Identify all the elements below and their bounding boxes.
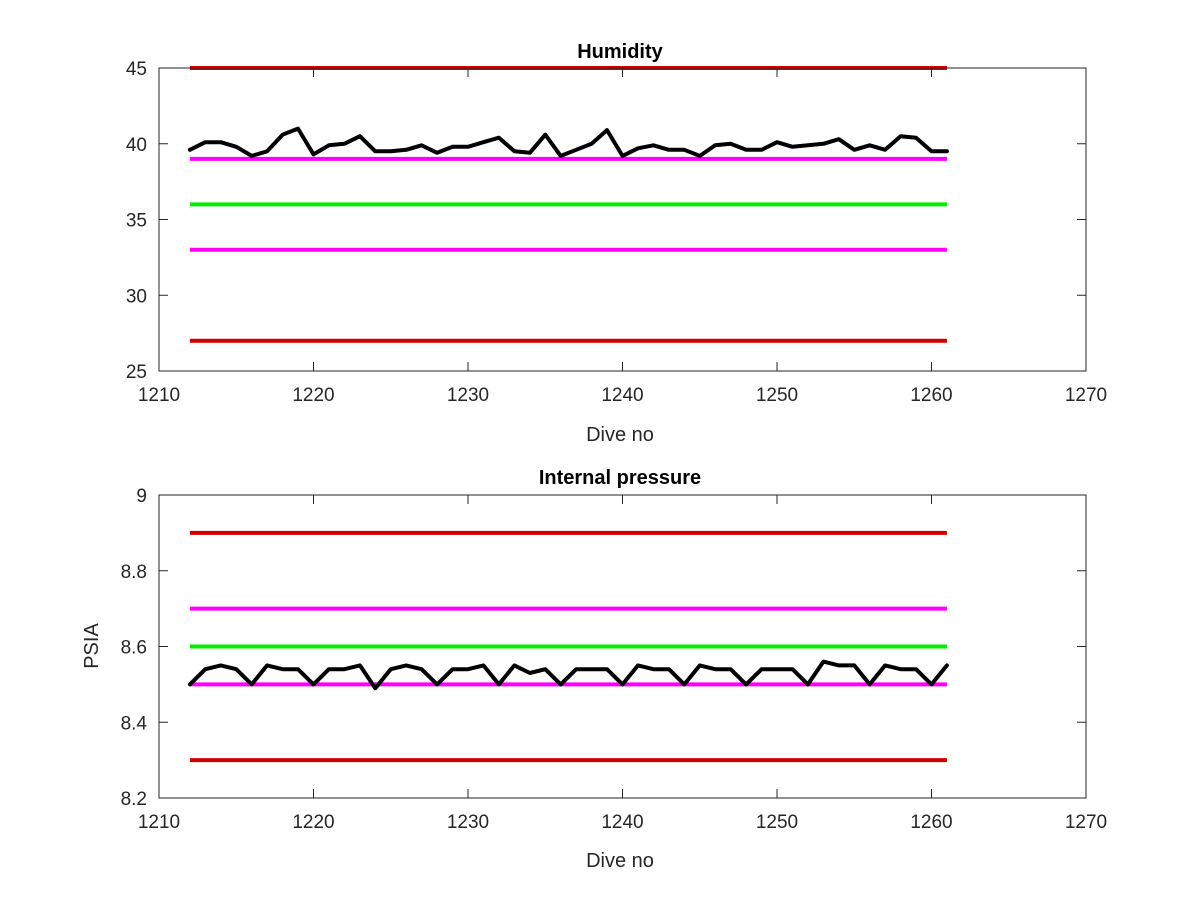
humidity-chart: Humidity Dive no 1210 1220 1230 1240 1250 126…: [126, 41, 1107, 446]
x-tick-label: 1270: [1065, 385, 1107, 406]
x-tick-label: 1250: [756, 385, 798, 406]
x-tick-label: 1230: [447, 385, 489, 406]
x-tick-label: 1220: [292, 812, 334, 833]
series-line: [187, 126, 949, 158]
y-tick-label: 8.4: [121, 713, 148, 734]
plot-area: [159, 68, 1086, 371]
chart-title: Humidity: [577, 41, 663, 63]
x-axis-label: Dive no: [586, 424, 654, 446]
x-tick-label: 1270: [1065, 812, 1107, 833]
y-tick-label: 8.8: [121, 562, 147, 583]
y-tick-label: 40: [126, 135, 147, 156]
y-tick-label: 8.2: [121, 789, 147, 810]
x-tick-label: 1260: [910, 385, 952, 406]
series-line: [187, 659, 949, 691]
x-tick-label: 1210: [138, 385, 180, 406]
y-axis-label: PSIA: [81, 623, 103, 669]
y-tick-label: 35: [126, 211, 147, 232]
x-tick-label: 1260: [910, 812, 952, 833]
chart-title: Internal pressure: [539, 467, 701, 489]
y-tick-label: 9: [136, 486, 147, 507]
y-tick-label: 25: [126, 362, 147, 383]
x-tick-label: 1240: [601, 812, 643, 833]
x-tick-label: 1220: [292, 385, 334, 406]
x-tick-label: 1230: [447, 812, 489, 833]
y-tick-label: 8.6: [121, 638, 147, 659]
x-axis-label: Dive no: [586, 850, 654, 872]
x-tick-label: 1240: [601, 385, 643, 406]
y-tick-label: 45: [126, 59, 147, 80]
x-tick-label: 1210: [138, 812, 180, 833]
y-tick-label: 30: [126, 286, 147, 307]
internal-pressure-chart: Internal pressure Dive no PSIA 1210 1220 1…: [81, 467, 1107, 872]
x-tick-label: 1250: [756, 812, 798, 833]
